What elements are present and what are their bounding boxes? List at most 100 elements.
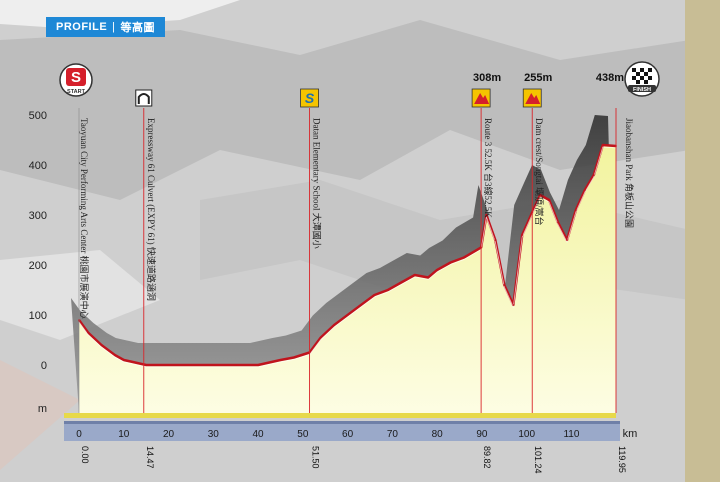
marker-km-label: 119.95 [617, 446, 627, 473]
profile-point [521, 234, 524, 236]
start-badge-letter: S [71, 69, 81, 86]
y-tick-label: 200 [29, 260, 47, 272]
x-tick-label: 60 [342, 429, 354, 440]
finish-flag-cell [632, 68, 636, 72]
marker-label: Datan Elementary School 大潭國小 [312, 118, 323, 249]
finish-flag-cell [640, 72, 644, 76]
y-tick-label: 400 [29, 160, 47, 172]
profile-point [387, 289, 389, 291]
finish-flag-cell [640, 68, 644, 72]
start-badge-box [66, 68, 86, 86]
sprint-badge [300, 88, 319, 108]
profile-point [87, 331, 89, 334]
kom-mountain-icon [474, 93, 490, 104]
finish-badge-label: FINISH [633, 87, 651, 93]
marker-label: Taoyuan City Performing Arts Center 桃園市展… [79, 118, 90, 319]
finish-flag-cell [632, 72, 636, 76]
profile-point [293, 356, 295, 359]
kom-mountain-icon [525, 93, 541, 104]
marker-km-label: 14.47 [145, 446, 155, 469]
profile-point [592, 174, 595, 176]
y-tick-label: m [38, 403, 47, 415]
profile-point [257, 364, 259, 366]
profile-point [548, 199, 550, 201]
marker-km-label: 89.82 [482, 446, 492, 469]
marker-label: Jiaobanshan Park 角板山公園 [624, 118, 635, 228]
marker-start: Taoyuan City Performing Arts Center 桃園市展… [59, 63, 93, 464]
side-strip [685, 0, 720, 482]
profile-point [427, 276, 430, 279]
finish-flag-cell [648, 80, 652, 84]
profile-point [234, 364, 237, 366]
markers-layer: Taoyuan City Performing Arts Center 桃園市展… [59, 61, 660, 474]
profile-point [413, 274, 416, 276]
x-tick-label: 100 [518, 429, 535, 440]
profile-point [463, 256, 465, 259]
profile-point [373, 294, 376, 296]
y-axis: 500 400 300 200 100 0 m [29, 110, 47, 415]
profile-pill: PROFILE | 等高圖 [46, 17, 166, 37]
y-tick-label: 0 [41, 360, 47, 372]
x-tick-label: 50 [297, 429, 309, 440]
profile-point [319, 336, 322, 339]
x-axis: 0 10 20 30 40 50 60 70 80 90 100 110 km [64, 421, 637, 441]
kom-elevation: 255m [524, 72, 552, 84]
profile-point [360, 304, 362, 306]
marker-label: Route 3 52.5K 台3線52.5K [483, 118, 494, 218]
x-tick-label: 110 [563, 429, 579, 440]
profile-point [145, 364, 148, 366]
profile-line [77, 143, 617, 367]
x-tick-label: 0 [76, 429, 82, 440]
x-tick-label: 80 [432, 429, 444, 440]
finish-elevation: 438m [596, 72, 624, 84]
marker-finish: Jiaobanshan Park 角板山公園 FINISH 438m 119.95 [596, 61, 660, 473]
profile-label: PROFILE [56, 21, 108, 33]
start-badge-label: START [67, 89, 86, 95]
finish-flag-cell [636, 76, 640, 80]
finish-flag-cell [636, 80, 640, 84]
finish-flag-cell [644, 76, 648, 80]
marker-kom: Dam crest/Songtai 壩頂/嵩台 255m 101.24 [522, 72, 553, 474]
finish-flag-cell [644, 72, 648, 76]
x-tick-label: 70 [387, 429, 399, 440]
profile-point [584, 189, 586, 191]
x-tick-label: 40 [253, 429, 265, 440]
finish-badge-strip [628, 85, 656, 92]
y-tick-label: 300 [29, 210, 47, 222]
finish-flag-cell [640, 80, 644, 84]
header-separator: | [112, 21, 116, 33]
profile-point [190, 364, 192, 366]
tunnel-arch [137, 93, 150, 104]
profile-point [212, 364, 215, 366]
profile-point [436, 269, 438, 271]
profile-point [575, 209, 577, 211]
marker-km-label: 51.50 [311, 446, 321, 469]
profile-point [346, 314, 349, 316]
marker-km-label: 101.24 [533, 446, 543, 474]
marker-label: Dam crest/Songtai 壩頂/嵩台 [534, 118, 545, 226]
kom-elevation: 308m [473, 72, 501, 84]
profile-point [400, 281, 403, 284]
finish-flag-cell [640, 76, 644, 80]
marker-kom: Route 3 52.5K 台3線52.5K 308m 89.82 [471, 72, 501, 469]
marker-tunnel: Expressway 61 Culvert (EXPY 61) 快速道路涵洞 14… [135, 89, 157, 469]
finish-flag-cell [632, 80, 636, 84]
y-tick-label: 100 [29, 310, 47, 322]
profile-highlight [78, 146, 617, 368]
finish-flag-cell [636, 68, 640, 72]
profile-subtitle: 等高圖 [120, 22, 156, 34]
profile-point [333, 324, 336, 326]
y-tick-label: 500 [29, 110, 47, 122]
profile-point [113, 354, 116, 356]
profile-point [494, 239, 497, 241]
x-tick-label: 20 [163, 429, 175, 440]
profile-point [566, 239, 568, 241]
finish-flag-cell [636, 72, 640, 76]
profile-point [539, 194, 541, 196]
finish-flag-cell [648, 76, 652, 80]
sprint-badge-letter: S [305, 90, 315, 106]
profile-point [512, 304, 515, 306]
profile-point [167, 364, 170, 366]
